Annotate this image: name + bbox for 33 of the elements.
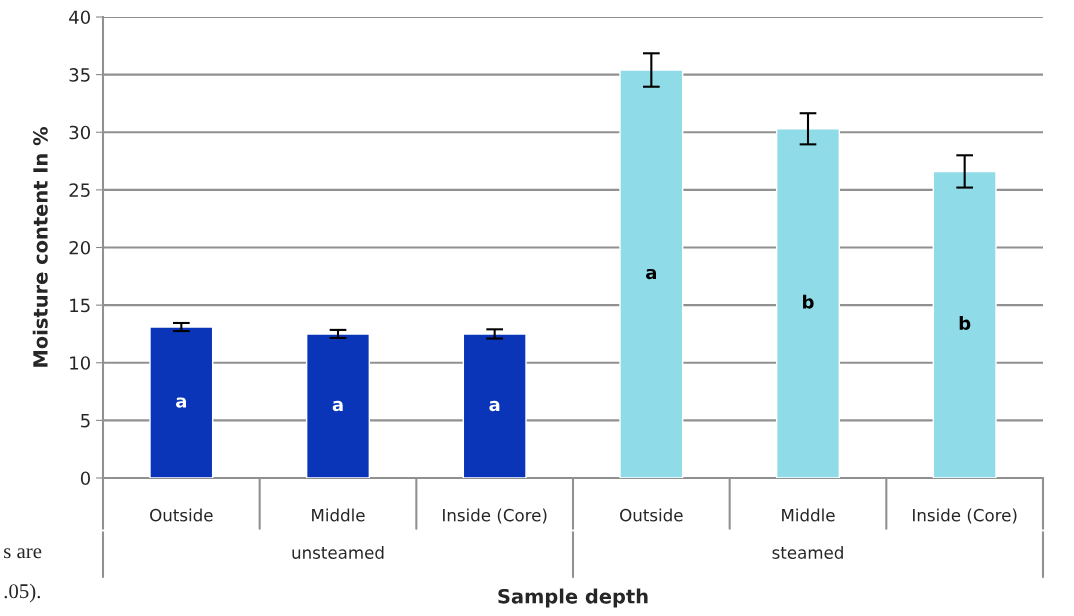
annotation: a (646, 268, 657, 280)
bar (932, 170, 997, 478)
y-tick-label: 15 (70, 298, 90, 313)
bar (305, 333, 371, 478)
annotation: b (959, 315, 971, 330)
text: s are (4, 548, 42, 559)
x-tick-label: Outside (620, 508, 683, 522)
bar (619, 69, 684, 478)
annotation: a (489, 400, 500, 412)
x-tick-label: Inside (Core) (443, 508, 547, 524)
x-tick-label: Middle (782, 508, 835, 522)
bar (775, 128, 841, 478)
x-tick-label: Inside (Core) (913, 508, 1017, 524)
y-tick-label: 35 (69, 68, 90, 82)
annotation: a (176, 397, 187, 408)
y-tick-label: 20 (69, 240, 90, 255)
text: unsteamed (292, 546, 384, 559)
annotation: b (803, 294, 814, 309)
y-tick-label: 30 (69, 125, 90, 140)
bar (149, 326, 214, 478)
y-tick-label: 25 (69, 183, 90, 197)
bar (462, 333, 527, 478)
y-tick-label: 10 (70, 356, 90, 370)
text: .05). (4, 583, 41, 603)
y-tick-label: 5 (81, 414, 90, 428)
x-tick-label: Middle (312, 508, 365, 522)
y-tick-label: 0 (80, 471, 90, 486)
x-tick-label: Outside (150, 508, 213, 522)
annotation: a (332, 400, 343, 412)
y-axis-title: Moisture content In % (32, 127, 48, 367)
x-axis-title: Sample depth (498, 588, 648, 608)
text: steamed (772, 546, 843, 559)
y-tick-label: 40 (69, 10, 90, 25)
